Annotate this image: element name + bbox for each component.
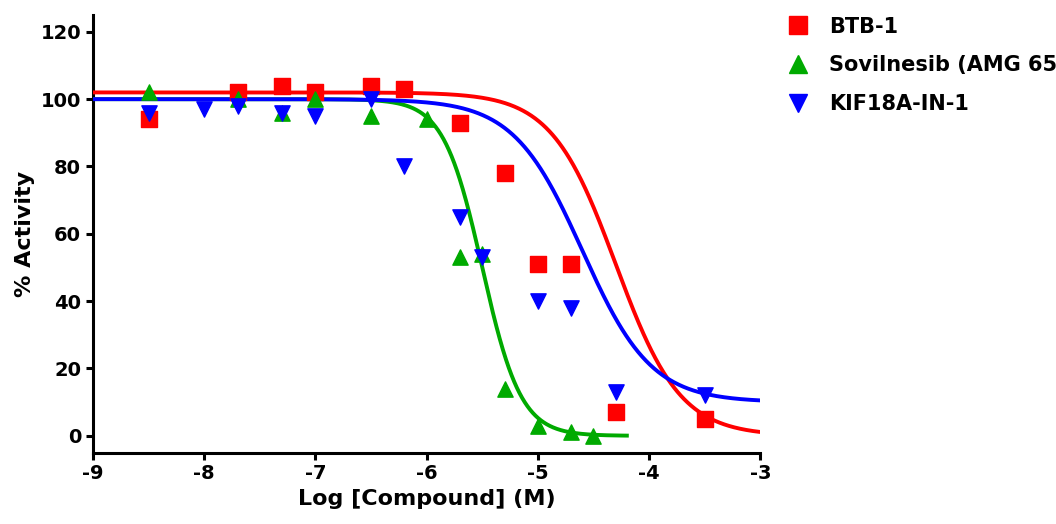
Point xyxy=(396,85,413,93)
Point xyxy=(607,388,624,396)
Point xyxy=(496,385,513,393)
Point xyxy=(229,88,246,96)
Point xyxy=(474,250,491,258)
Point xyxy=(140,88,157,96)
Point xyxy=(585,432,602,440)
Point xyxy=(529,297,546,305)
Point xyxy=(696,415,713,423)
Point xyxy=(474,253,491,261)
Point xyxy=(529,260,546,268)
Point xyxy=(563,428,580,436)
Point xyxy=(307,88,324,96)
Point xyxy=(362,82,379,90)
Point xyxy=(418,115,435,124)
Point xyxy=(452,213,469,221)
Point xyxy=(496,169,513,178)
Point xyxy=(307,95,324,103)
Point xyxy=(274,108,290,117)
Point xyxy=(563,260,580,268)
Point xyxy=(452,253,469,261)
Point xyxy=(362,112,379,120)
Y-axis label: % Activity: % Activity xyxy=(15,171,35,297)
Point xyxy=(274,82,290,90)
Point xyxy=(229,95,246,103)
Point xyxy=(195,105,212,114)
Point xyxy=(529,421,546,430)
Point xyxy=(563,304,580,312)
Point xyxy=(607,408,624,417)
Point xyxy=(140,115,157,124)
Point xyxy=(274,108,290,117)
Point xyxy=(362,95,379,103)
Point xyxy=(307,112,324,120)
Point xyxy=(396,162,413,171)
Point xyxy=(140,108,157,117)
Point xyxy=(696,391,713,400)
Point xyxy=(229,102,246,110)
Legend: BTB-1, Sovilnesib (AMG 650), KIF18A-IN-1: BTB-1, Sovilnesib (AMG 650), KIF18A-IN-1 xyxy=(777,17,1056,114)
X-axis label: Log [Compound] (M): Log [Compound] (M) xyxy=(298,489,555,509)
Point xyxy=(452,118,469,127)
